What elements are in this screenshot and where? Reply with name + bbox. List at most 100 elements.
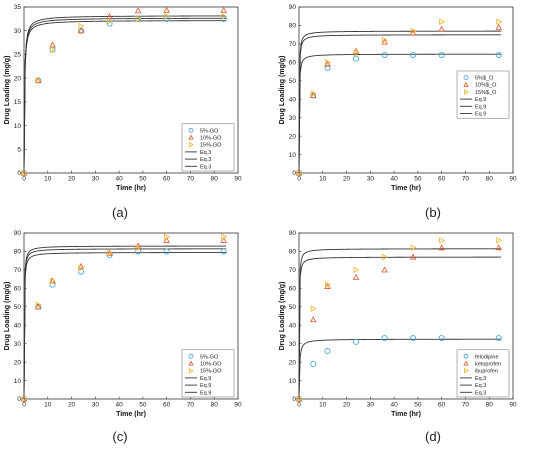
- data-point-0: [381, 335, 388, 342]
- x-tick-label: 60: [163, 176, 171, 183]
- data-point-2: [35, 77, 42, 84]
- y-tick-label: 50: [14, 304, 22, 311]
- y-axis-label: Drug Loading (mg/g): [4, 282, 11, 351]
- x-tick-label: 60: [438, 402, 446, 409]
- fit-curve-0: [298, 338, 502, 400]
- legend-label-2: ibuprofen: [475, 369, 498, 375]
- x-tick-label: 10: [44, 402, 52, 409]
- caption-a: (a): [112, 205, 128, 220]
- data-point-1: [409, 29, 417, 36]
- x-tick-label: 70: [187, 402, 195, 409]
- legend-label-0: 5%-GO: [200, 354, 219, 360]
- legend-fit-label-0: Eq.3: [475, 376, 486, 382]
- y-tick-label: 70: [289, 41, 297, 48]
- legend-label-1: 10%$_O: [475, 83, 497, 89]
- y-tick-label: 20: [289, 133, 297, 140]
- x-tick-label: 30: [367, 176, 375, 183]
- legend-fit-label-0: Eq.3: [200, 150, 211, 156]
- data-point-2: [164, 233, 171, 240]
- y-tick-label: 60: [14, 286, 22, 293]
- chart-svg-c: 0 10 20 30 40 50 60 70 80 90 0 10 20 30 40 50 60 70 80 90 Ti…: [4, 230, 242, 418]
- legend-label-2: 15%$_O: [475, 90, 497, 96]
- data-point-0: [495, 335, 502, 342]
- legend-fit-label-2: Eq.3: [200, 164, 211, 170]
- data-point-2: [21, 395, 28, 403]
- legend-marker-1: [463, 81, 469, 87]
- y-tick-label: 40: [14, 322, 22, 329]
- y-tick-label: 40: [289, 96, 297, 103]
- data-point-2: [50, 277, 56, 285]
- data-point-0: [163, 15, 170, 22]
- y-tick-label: 50: [289, 78, 297, 85]
- x-tick-label: 70: [462, 402, 470, 409]
- x-tick-label: 40: [390, 176, 398, 183]
- data-point-2: [439, 237, 446, 244]
- fit-curve-2: [298, 30, 502, 174]
- legend-label-1: 10%-GO: [200, 362, 222, 368]
- x-tick-label: 90: [234, 176, 242, 183]
- fit-curve-2: [298, 248, 502, 400]
- data-point-0: [220, 15, 227, 22]
- y-tick-label: 80: [289, 249, 297, 256]
- data-point-0: [163, 248, 170, 255]
- y-tick-label: 0: [292, 396, 296, 403]
- y-tick-label: 30: [14, 341, 22, 348]
- x-tick-label: 20: [68, 176, 76, 183]
- x-tick-label: 80: [211, 176, 219, 183]
- y-tick-label: 30: [289, 115, 297, 122]
- data-point-1: [77, 27, 85, 34]
- data-point-1: [409, 253, 417, 260]
- y-axis-label: Drug Loading (mg/g): [4, 56, 11, 125]
- x-tick-label: 40: [115, 402, 123, 409]
- y-tick-label: 50: [289, 304, 297, 311]
- x-tick-label: 20: [343, 402, 351, 409]
- y-tick-label: 0: [17, 170, 21, 177]
- data-point-1: [495, 23, 503, 30]
- data-point-2: [310, 90, 317, 97]
- y-tick-label: 90: [14, 230, 22, 237]
- data-point-1: [106, 13, 113, 19]
- legend-marker-1: [463, 360, 469, 366]
- y-tick-label: 90: [289, 230, 297, 237]
- data-point-0: [220, 248, 227, 255]
- chart-panel-d: 0 10 20 30 40 50 60 70 80 90 0 10 20 30 40 50 60 70 80 90 Ti…: [275, 226, 550, 451]
- data-point-0: [324, 348, 331, 355]
- data-point-1: [381, 266, 388, 273]
- chart-panel-c: 0 10 20 30 40 50 60 70 80 90 0 10 20 30 40 50 60 70 80 90 Ti…: [0, 226, 275, 451]
- data-point-2: [78, 22, 85, 30]
- legend-marker-0: [463, 353, 469, 359]
- data-point-1: [49, 41, 56, 48]
- legend-marker-2: [188, 142, 194, 148]
- legend-label-1: 10%-GO: [200, 136, 222, 142]
- data-point-1: [220, 6, 228, 13]
- plot-frame: [23, 232, 239, 400]
- data-point-0: [324, 64, 331, 71]
- legend-fit-label-1: Eq.3: [475, 383, 486, 389]
- x-tick-label: 10: [44, 176, 52, 183]
- y-tick-label: 15: [14, 99, 22, 106]
- legend-fit-label-1: Eq.3: [200, 157, 211, 163]
- data-point-1: [295, 169, 303, 176]
- x-tick-label: 50: [139, 402, 147, 409]
- legend-fit-label-2: Eq.9: [475, 112, 486, 118]
- x-tick-label: 20: [68, 402, 76, 409]
- data-point-1: [20, 395, 28, 402]
- x-axis-label: Time (hr): [116, 411, 146, 418]
- data-point-2: [296, 395, 303, 403]
- legend-box: [456, 349, 510, 398]
- data-point-1: [309, 316, 317, 323]
- data-point-2: [107, 250, 114, 257]
- x-axis-label: Time (hr): [116, 185, 146, 192]
- x-tick-label: 50: [414, 176, 422, 183]
- x-tick-label: 0: [22, 176, 26, 183]
- data-point-2: [21, 169, 28, 177]
- fit-curve-1: [23, 15, 227, 174]
- x-tick-label: 10: [319, 176, 327, 183]
- x-tick-label: 40: [115, 176, 123, 183]
- y-tick-label: 80: [289, 23, 297, 30]
- x-axis-label: Time (hr): [391, 185, 421, 192]
- legend-fit-label-2: Eq.9: [200, 390, 211, 396]
- chart-svg-d: 0 10 20 30 40 50 60 70 80 90 0 10 20 30 40 50 60 70 80 90 Ti…: [279, 230, 517, 418]
- x-tick-label: 80: [486, 402, 494, 409]
- data-point-2: [164, 13, 171, 20]
